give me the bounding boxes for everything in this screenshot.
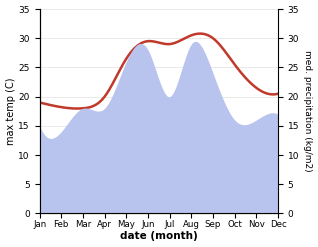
Y-axis label: med. precipitation (kg/m2): med. precipitation (kg/m2) xyxy=(303,50,313,172)
X-axis label: date (month): date (month) xyxy=(120,231,198,242)
Y-axis label: max temp (C): max temp (C) xyxy=(5,78,16,145)
